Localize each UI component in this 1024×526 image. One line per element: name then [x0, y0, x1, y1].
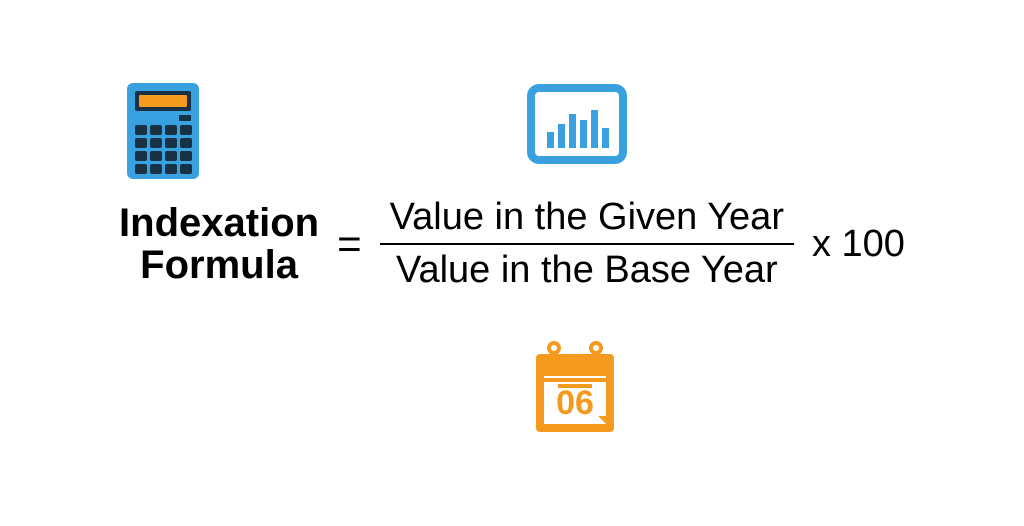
chart-icon	[527, 84, 627, 164]
formula-infographic: Indexation Formula = Value in the Given …	[0, 0, 1024, 526]
lhs-line1: Indexation	[119, 201, 319, 245]
equals-sign: =	[337, 220, 362, 268]
formula-fraction: Value in the Given Year Value in the Bas…	[380, 192, 794, 296]
formula-lhs: Indexation Formula	[119, 202, 319, 286]
fraction-denominator: Value in the Base Year	[386, 245, 788, 296]
lhs-line2: Formula	[140, 243, 298, 287]
calculator-icon	[123, 79, 203, 183]
calendar-icon: 06	[530, 338, 620, 438]
formula-row: Indexation Formula = Value in the Given …	[0, 192, 1024, 296]
formula-multiplier: x 100	[812, 223, 905, 266]
fraction-numerator: Value in the Given Year	[380, 192, 794, 243]
calendar-day: 06	[556, 384, 594, 422]
